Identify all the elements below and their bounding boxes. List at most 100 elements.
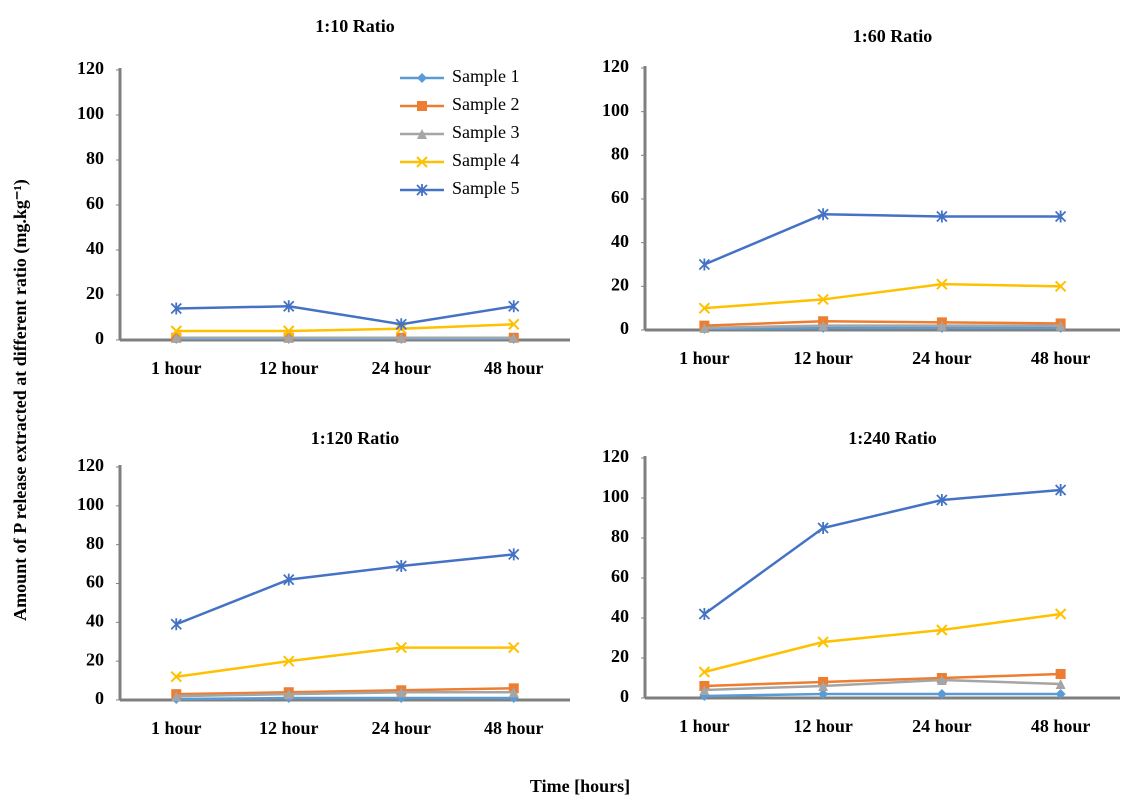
series-line: [703, 213, 1061, 266]
y-tick-label: 100: [77, 494, 104, 514]
marker: [1054, 484, 1067, 496]
y-tick-label: 40: [86, 610, 104, 630]
chart-title: 1:120 Ratio: [311, 428, 400, 448]
y-tick-label: 120: [602, 56, 629, 76]
series-line: [704, 678, 1061, 692]
y-tick-label: 100: [602, 486, 629, 506]
marker: [283, 689, 294, 700]
series-line: [704, 282, 1061, 310]
marker: [698, 302, 711, 314]
marker: [1055, 669, 1066, 679]
x-tick-label: 48 hour: [484, 718, 544, 738]
y-tick-label: 100: [602, 100, 629, 120]
x-tick-label: 12 hour: [259, 718, 319, 738]
series-line: [176, 687, 514, 696]
series-line: [704, 612, 1061, 674]
marker: [170, 302, 182, 315]
series-line: [176, 323, 514, 333]
series-line: [176, 646, 514, 678]
marker: [1054, 210, 1067, 223]
y-tick-label: 20: [86, 649, 104, 669]
marker: [698, 258, 711, 271]
marker: [417, 101, 427, 111]
y-tick-label: 0: [620, 686, 629, 706]
marker: [283, 300, 295, 313]
marker: [699, 322, 710, 333]
marker: [417, 73, 427, 83]
marker: [508, 641, 520, 654]
x-tick-label: 12 hour: [793, 716, 853, 736]
marker: [817, 208, 829, 221]
x-tick-label: 48 hour: [1031, 716, 1091, 736]
marker: [1055, 679, 1066, 689]
marker: [508, 687, 519, 698]
y-tick-label: 80: [86, 148, 104, 168]
chart-title: 1:10 Ratio: [315, 16, 395, 36]
x-tick-label: 12 hour: [793, 348, 853, 368]
y-tick-label: 60: [611, 566, 629, 586]
x-tick-label: 24 hour: [912, 716, 972, 736]
marker: [936, 278, 948, 290]
marker: [818, 681, 829, 691]
marker: [936, 494, 948, 506]
x-tick-label: 12 hour: [259, 358, 319, 378]
y-tick-label: 40: [86, 238, 104, 258]
marker: [817, 636, 829, 648]
marker: [417, 129, 427, 139]
chart-title: 1:60 Ratio: [853, 26, 933, 46]
series-line: [176, 690, 514, 698]
legend-label: Sample 1: [452, 66, 520, 86]
series-line: [176, 304, 514, 326]
x-tick-label: 1 hour: [151, 718, 202, 738]
marker: [508, 318, 520, 330]
y-tick-label: 80: [611, 526, 629, 546]
legend-label: Sample 5: [452, 178, 520, 198]
series-line: [704, 692, 1061, 698]
marker: [395, 641, 407, 654]
marker: [1054, 280, 1067, 293]
y-axis-label: Amount of P release extracted at differe…: [10, 179, 31, 621]
y-tick-label: 80: [611, 143, 629, 163]
marker: [396, 332, 407, 343]
y-tick-label: 120: [602, 446, 629, 466]
marker: [395, 318, 407, 331]
marker: [283, 325, 295, 337]
legend-label: Sample 2: [452, 94, 520, 114]
marker: [1055, 320, 1066, 331]
y-tick-label: 60: [86, 193, 104, 213]
marker: [508, 300, 520, 313]
y-tick-label: 120: [77, 455, 104, 475]
marker: [283, 332, 294, 343]
y-tick-label: 0: [95, 328, 104, 348]
panel: 1:240 Ratio 0 20 40 60 80 100 120 1 hour 12 hour 2…: [602, 428, 1120, 736]
marker: [1055, 689, 1066, 699]
chart-title: 1:240 Ratio: [848, 428, 937, 448]
marker: [508, 332, 519, 343]
x-tick-label: 24 hour: [371, 718, 431, 738]
legend-label: Sample 3: [452, 122, 520, 142]
y-tick-label: 60: [86, 572, 104, 592]
legend: Sample 1 Sample 2 Sample 3 Sample 4 Sample 5: [400, 66, 520, 198]
x-tick-label: 24 hour: [371, 358, 431, 378]
panel: 1:120 Ratio 0 20 40 60 80 100 120 1 hour 12 hour 2…: [77, 428, 570, 738]
y-tick-label: 20: [611, 274, 629, 294]
marker: [171, 691, 182, 702]
x-tick-label: 48 hour: [1031, 348, 1091, 368]
y-tick-label: 60: [611, 187, 629, 207]
y-tick-label: 100: [77, 103, 104, 123]
x-tick-label: 1 hour: [679, 348, 730, 368]
marker: [936, 320, 947, 331]
marker: [508, 548, 520, 561]
marker: [936, 689, 947, 699]
legend-label: Sample 4: [452, 150, 520, 170]
y-tick-label: 80: [86, 533, 104, 553]
marker: [416, 156, 428, 168]
series-line: [704, 326, 1061, 331]
series-line: [175, 553, 514, 626]
marker: [698, 608, 711, 620]
marker: [170, 670, 182, 683]
marker: [817, 293, 829, 306]
marker: [936, 675, 947, 685]
marker: [170, 325, 182, 337]
